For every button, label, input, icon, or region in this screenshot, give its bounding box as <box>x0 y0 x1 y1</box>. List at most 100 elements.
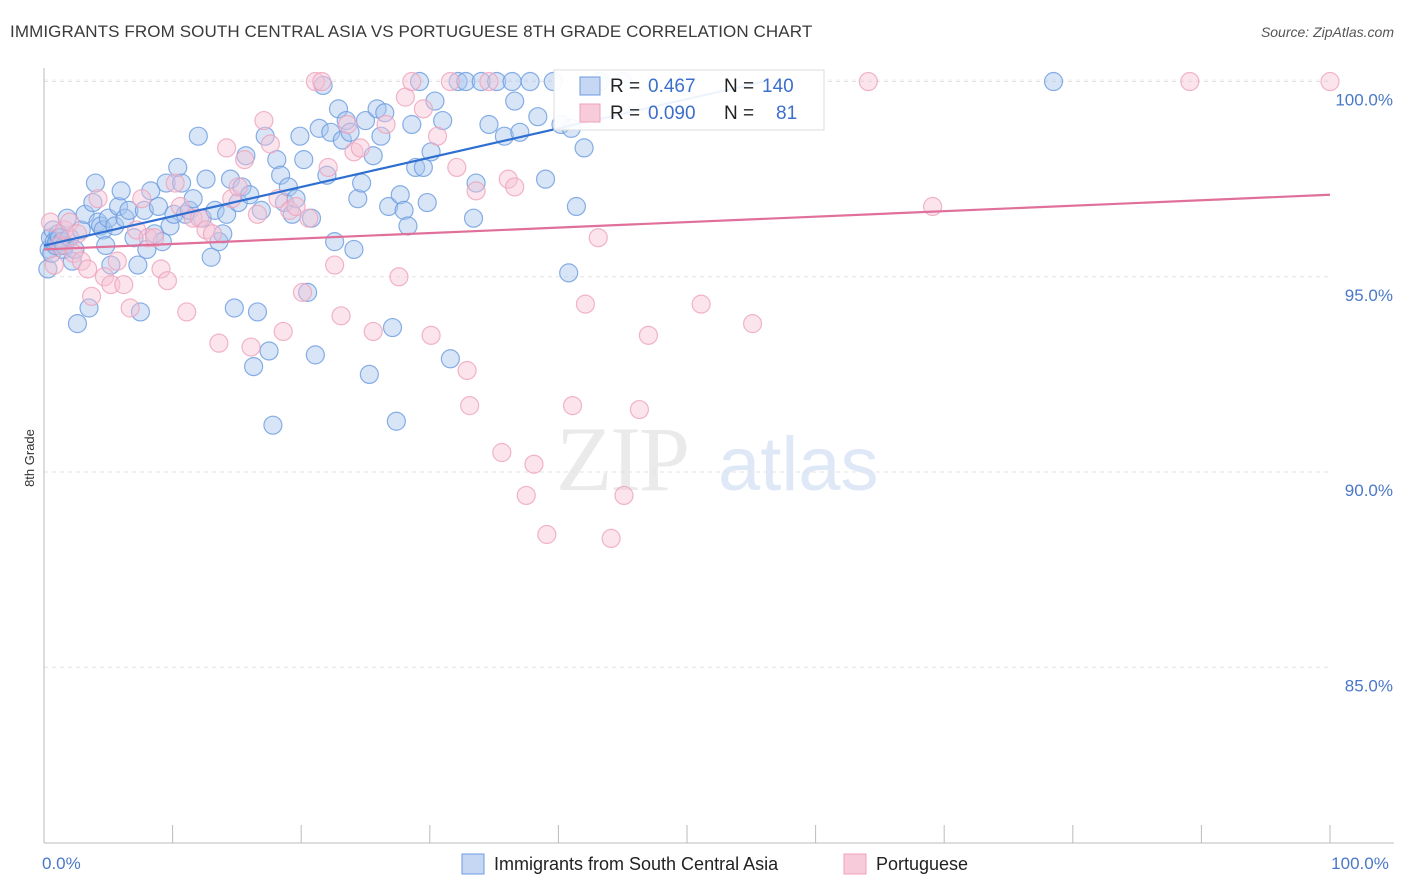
blue-point-32 <box>111 181 131 201</box>
blue-point-103 <box>386 411 406 431</box>
pink-trend-line <box>43 193 1331 251</box>
blue-point-114 <box>433 110 453 131</box>
blue-point-95 <box>355 110 376 131</box>
blue-point-139 <box>1043 71 1064 92</box>
pink-point-47 <box>325 255 345 275</box>
legend-label-blue: Immigrants from South Central Asia <box>494 854 779 874</box>
pink-point-37 <box>260 134 280 154</box>
blue-point-96 <box>359 364 379 384</box>
series-blue-points <box>38 71 1064 435</box>
blue-point-118 <box>463 208 484 228</box>
pink-point-21 <box>157 271 178 291</box>
y-tick-labels: 100.0% 95.0% 90.0% 85.0% <box>1335 91 1393 696</box>
blue-point-21 <box>79 298 99 318</box>
y-tick-label-3: 85.0% <box>1345 676 1393 695</box>
pink-point-29 <box>209 333 229 353</box>
blue-point-89 <box>332 130 352 150</box>
blue-point-47 <box>168 157 188 178</box>
pink-point-32 <box>228 177 248 197</box>
blue-point-134 <box>566 196 587 217</box>
pink-point-59 <box>427 126 448 146</box>
pink-point-39 <box>273 321 293 342</box>
pink-point-8 <box>78 259 98 279</box>
pink-point-14 <box>114 274 134 295</box>
pink-point-77 <box>629 399 650 420</box>
pink-point-49 <box>337 114 358 135</box>
blue-point-116 <box>448 71 468 92</box>
legend: Immigrants from South Central Asia Portu… <box>461 853 968 875</box>
pink-point-70 <box>524 454 544 474</box>
blue-point-128 <box>528 107 548 127</box>
pink-point-4 <box>60 212 80 232</box>
blue-point-102 <box>382 317 403 338</box>
blue-point-105 <box>394 200 414 220</box>
blue-point-59 <box>217 204 237 224</box>
blue-point-71 <box>263 415 283 435</box>
blue-point-60 <box>220 169 241 189</box>
blue-point-109 <box>409 71 430 92</box>
pink-point-65 <box>479 71 499 92</box>
blue-point-107 <box>402 114 422 135</box>
blue-point-61 <box>224 298 244 318</box>
pink-point-58 <box>421 325 441 345</box>
blue-point-18 <box>67 314 88 334</box>
pink-point-78 <box>638 325 659 345</box>
blue-point-82 <box>305 345 325 365</box>
pink-point-73 <box>575 294 596 314</box>
y-axis-label: 8th Grade <box>22 429 37 487</box>
blue-point-36 <box>128 255 148 275</box>
pink-point-19 <box>144 228 165 248</box>
blue-point-111 <box>417 192 437 213</box>
pink-point-80 <box>742 314 763 334</box>
pink-point-62 <box>457 360 477 381</box>
pink-point-13 <box>107 251 127 271</box>
stats-n-value-pink: 81 <box>776 103 797 124</box>
pink-point-45 <box>312 71 332 92</box>
pink-point-79 <box>691 294 711 314</box>
blue-point-86 <box>321 122 341 142</box>
blue-point-66 <box>244 356 264 377</box>
y-tick-label-1: 95.0% <box>1345 286 1393 305</box>
pink-point-28 <box>202 224 223 244</box>
pink-point-11 <box>94 267 115 287</box>
gridlines <box>44 79 1330 668</box>
x-tick-labels: 0.0% 100.0% <box>42 854 1389 873</box>
pink-point-22 <box>165 173 185 193</box>
stats-n-value-blue: 140 <box>762 76 794 97</box>
blue-point-113 <box>425 91 445 111</box>
blue-point-106 <box>398 216 418 236</box>
pink-point-72 <box>562 396 583 416</box>
blue-point-55 <box>201 247 221 267</box>
pink-point-44 <box>305 71 325 92</box>
blue-point-88 <box>328 99 349 119</box>
chart-title: IMMIGRANTS FROM SOUTH CENTRAL ASIA VS PO… <box>10 22 813 41</box>
blue-point-91 <box>340 122 360 142</box>
blue-point-104 <box>390 185 410 205</box>
y-tick-label-0: 100.0% <box>1335 91 1393 110</box>
blue-point-132 <box>559 263 579 283</box>
legend-label-pink: Portuguese <box>876 854 968 874</box>
pink-point-15 <box>120 298 140 318</box>
blue-point-117 <box>456 71 476 92</box>
pink-point-1 <box>44 255 64 275</box>
blue-point-92 <box>344 239 364 260</box>
stats-n-label-blue: N = <box>724 76 754 97</box>
pink-point-33 <box>235 150 255 170</box>
blue-point-42 <box>148 196 169 217</box>
blue-point-78 <box>290 126 310 146</box>
pink-point-46 <box>318 157 338 178</box>
pink-point-83 <box>1180 71 1200 92</box>
blue-point-80 <box>298 282 318 302</box>
legend-swatch-pink <box>843 853 867 875</box>
pink-point-76 <box>614 485 634 506</box>
blue-point-31 <box>108 196 129 217</box>
blue-point-115 <box>440 349 460 369</box>
stats-n-label-pink: N = <box>724 103 754 124</box>
pink-point-69 <box>516 485 536 506</box>
blue-point-73 <box>271 165 291 185</box>
blue-point-119 <box>466 173 486 193</box>
blue-point-135 <box>574 138 594 158</box>
blue-point-127 <box>520 71 540 92</box>
blue-point-101 <box>379 196 399 217</box>
